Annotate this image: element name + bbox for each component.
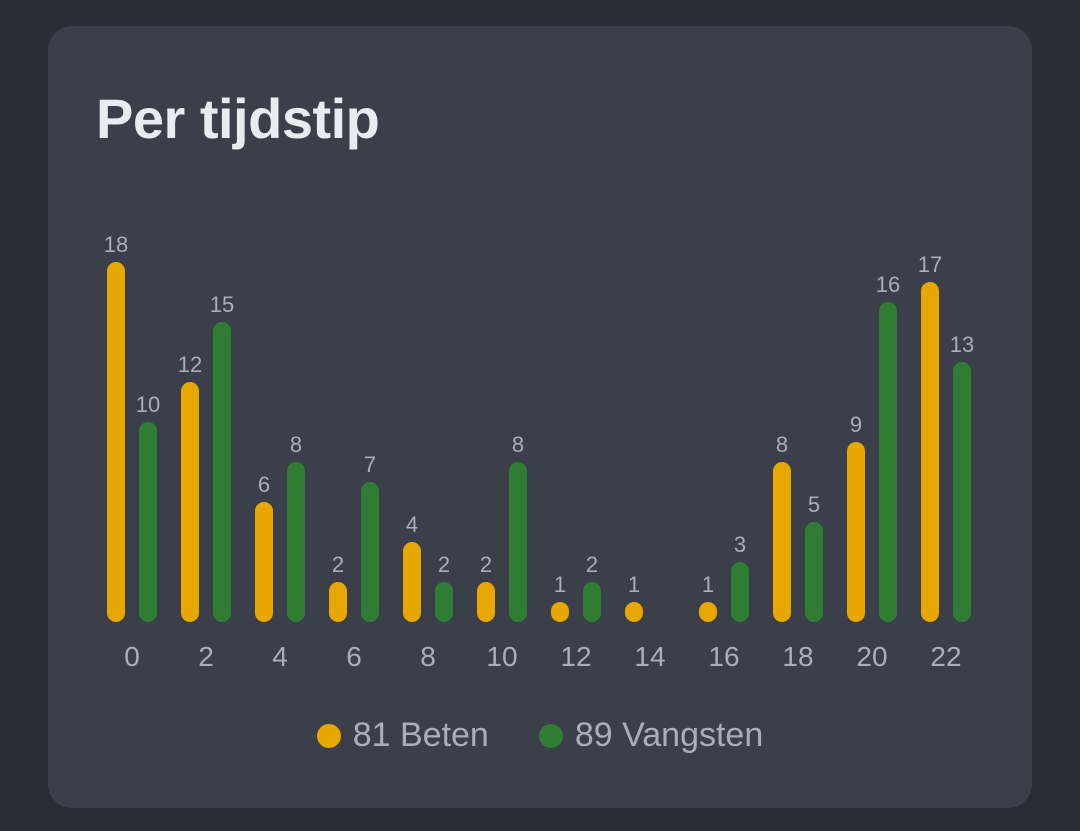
data-label-beten-18: 8	[776, 432, 788, 457]
bar-vangsten-22[interactable]	[953, 362, 971, 622]
data-label-beten-6: 2	[332, 552, 344, 577]
bar-beten-18[interactable]	[773, 462, 791, 622]
bar-beten-22[interactable]	[921, 282, 939, 622]
bar-beten-16[interactable]	[699, 602, 717, 622]
x-tick-label-0: 0	[124, 641, 140, 672]
data-label-beten-4: 6	[258, 472, 270, 497]
data-label-beten-22: 17	[918, 252, 942, 277]
x-tick-label-8: 8	[420, 641, 436, 672]
data-label-beten-2: 12	[178, 352, 202, 377]
bar-beten-0[interactable]	[107, 262, 125, 622]
x-tick-label-18: 18	[782, 641, 813, 672]
x-tick-label-2: 2	[198, 641, 214, 672]
bar-vangsten-16[interactable]	[731, 562, 749, 622]
x-tick-label-12: 12	[560, 641, 591, 672]
bar-vangsten-18[interactable]	[805, 522, 823, 622]
x-tick-label-14: 14	[634, 641, 665, 672]
legend-label-beten: 81 Beten	[352, 716, 489, 754]
data-label-beten-12: 1	[554, 572, 566, 597]
data-label-vangsten-18: 5	[808, 492, 820, 517]
bar-beten-14[interactable]	[625, 602, 643, 622]
data-label-vangsten-4: 8	[290, 432, 302, 457]
x-tick-label-22: 22	[930, 641, 961, 672]
data-label-beten-0: 18	[104, 232, 128, 257]
legend-item-beten[interactable]: 81 Beten	[316, 716, 489, 755]
bar-vangsten-12[interactable]	[583, 582, 601, 622]
legend-item-vangsten[interactable]: 89 Vangsten	[538, 716, 764, 755]
data-label-vangsten-8: 2	[438, 552, 450, 577]
bar-chart: 1810012152684276428281012121141316851891…	[104, 232, 974, 672]
beten-dot-icon	[316, 723, 341, 748]
data-label-vangsten-0: 10	[136, 392, 160, 417]
bar-beten-8[interactable]	[403, 542, 421, 622]
vangsten-dot-icon	[538, 723, 563, 748]
legend-label-vangsten: 89 Vangsten	[574, 716, 764, 754]
bar-vangsten-10[interactable]	[509, 462, 527, 622]
bar-beten-4[interactable]	[255, 502, 273, 622]
data-label-vangsten-16: 3	[734, 532, 746, 557]
bar-vangsten-0[interactable]	[139, 422, 157, 622]
chart-card: Per tijdstip 18 10 0 12 15 2 6 8 4 2 7 6 4 2 8 2 8 10 1 2 12…	[48, 26, 1032, 808]
data-label-vangsten-20: 16	[876, 272, 900, 297]
data-label-beten-8: 4	[406, 512, 418, 537]
data-label-beten-14: 1	[628, 572, 640, 597]
card-title: Per tijdstip	[96, 87, 380, 150]
bar-beten-20[interactable]	[847, 442, 865, 622]
data-label-beten-20: 9	[850, 412, 862, 437]
data-label-vangsten-6: 7	[364, 452, 376, 477]
bar-beten-6[interactable]	[329, 582, 347, 622]
x-tick-label-4: 4	[272, 641, 288, 672]
legend: 81 Beten 89 Vangsten	[48, 716, 1032, 755]
bar-vangsten-8[interactable]	[435, 582, 453, 622]
x-tick-label-16: 16	[708, 641, 739, 672]
bar-beten-12[interactable]	[551, 602, 569, 622]
x-tick-label-6: 6	[346, 641, 362, 672]
bar-beten-2[interactable]	[181, 382, 199, 622]
data-label-vangsten-2: 15	[210, 292, 234, 317]
bar-beten-10[interactable]	[477, 582, 495, 622]
x-tick-label-20: 20	[856, 641, 887, 672]
bar-vangsten-20[interactable]	[879, 302, 897, 622]
bar-vangsten-4[interactable]	[287, 462, 305, 622]
bar-vangsten-2[interactable]	[213, 322, 231, 622]
data-label-beten-10: 2	[480, 552, 492, 577]
bar-vangsten-6[interactable]	[361, 482, 379, 622]
data-label-vangsten-22: 13	[950, 332, 974, 357]
data-label-beten-16: 1	[702, 572, 714, 597]
data-label-vangsten-10: 8	[512, 432, 524, 457]
data-label-vangsten-12: 2	[586, 552, 598, 577]
x-tick-label-10: 10	[486, 641, 517, 672]
